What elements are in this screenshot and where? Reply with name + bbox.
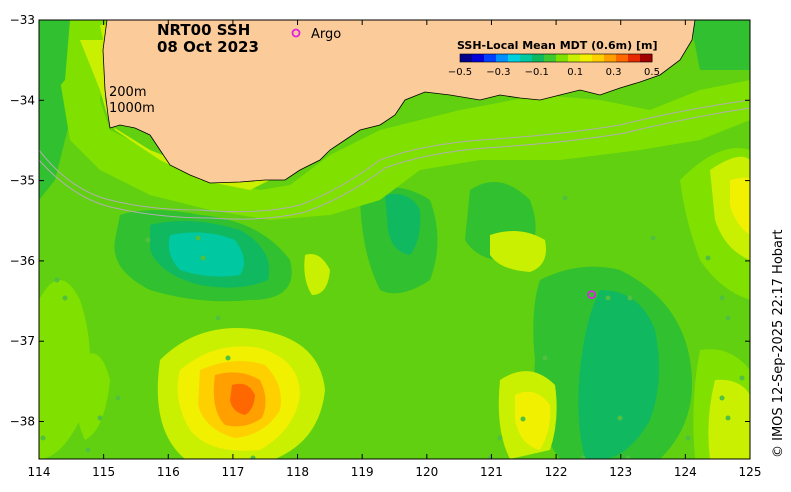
colorbar-swatch	[568, 54, 581, 62]
colorbar	[459, 53, 653, 63]
y-tick-label: −37	[10, 334, 35, 348]
colorbar-swatch	[460, 54, 473, 62]
colorbar-swatch	[520, 54, 533, 62]
colorbar-tick-label: −0.5	[448, 67, 472, 78]
colorbar-tick-label: 0.1	[567, 67, 583, 78]
observation-dots	[40, 195, 745, 459]
argo-legend-label: Argo	[311, 27, 341, 42]
colorbar-swatch	[580, 54, 593, 62]
colorbar-swatch	[496, 54, 509, 62]
y-tick-label: −34	[10, 93, 35, 107]
credit-text: © IMOS 12-Sep-2025 22:17 Hobart	[771, 230, 786, 458]
contour-label-1000m: 1000m	[109, 101, 155, 116]
x-tick-label: 124	[674, 465, 697, 479]
colorbar-swatch	[616, 54, 629, 62]
colorbar-tick-label: 0.5	[644, 67, 660, 78]
x-tick-label: 118	[286, 465, 309, 479]
x-tick-label: 119	[351, 465, 374, 479]
colorbar-swatch	[604, 54, 617, 62]
y-axis: −33 −34 −35 −36 −37 −38	[10, 13, 750, 429]
plot-frame	[38, 19, 751, 460]
colorbar-title: SSH-Local Mean MDT (0.6m) [m]	[457, 39, 657, 52]
argo-float-marker[interactable]	[587, 290, 597, 300]
argo-legend-icon	[291, 28, 301, 38]
colorbar-swatch	[532, 54, 545, 62]
x-tick-label: 120	[415, 465, 438, 479]
colorbar-swatch	[544, 54, 557, 62]
colorbar-swatch	[640, 54, 653, 62]
colorbar-tick-label: 0.3	[606, 67, 622, 78]
colorbar-frame	[459, 53, 653, 63]
y-tick-label: −36	[10, 254, 35, 268]
ssh-field	[39, 20, 750, 459]
x-tick-label: 122	[545, 465, 568, 479]
colorbar-swatch	[556, 54, 569, 62]
colorbar-swatch	[592, 54, 605, 62]
contour-label-200m: 200m	[109, 85, 146, 100]
x-tick-label: 125	[739, 465, 762, 479]
y-tick-label: −38	[10, 415, 35, 429]
x-tick-label: 116	[157, 465, 180, 479]
x-tick-label: 121	[480, 465, 503, 479]
colorbar-swatch	[472, 54, 485, 62]
colorbar-swatch	[484, 54, 497, 62]
map-date: 08 Oct 2023	[157, 38, 259, 56]
colorbar-tick-label: −0.3	[486, 67, 510, 78]
colorbar-swatch	[628, 54, 641, 62]
y-tick-label: −35	[10, 174, 35, 188]
x-tick-label: 123	[609, 465, 632, 479]
colorbar-swatch	[508, 54, 521, 62]
x-tick-label: 115	[92, 465, 115, 479]
colorbar-ticks: −0.5 −0.3 −0.1 0.1 0.3 0.5	[448, 67, 660, 78]
y-tick-label: −33	[10, 13, 35, 27]
x-tick-label: 117	[221, 465, 244, 479]
x-tick-label: 114	[28, 465, 51, 479]
x-axis: 114 115 116 117 118 119 120 121 122 123 124 125	[28, 20, 762, 479]
colorbar-tick-label: −0.1	[525, 67, 549, 78]
map-title: NRT00 SSH	[157, 21, 250, 39]
